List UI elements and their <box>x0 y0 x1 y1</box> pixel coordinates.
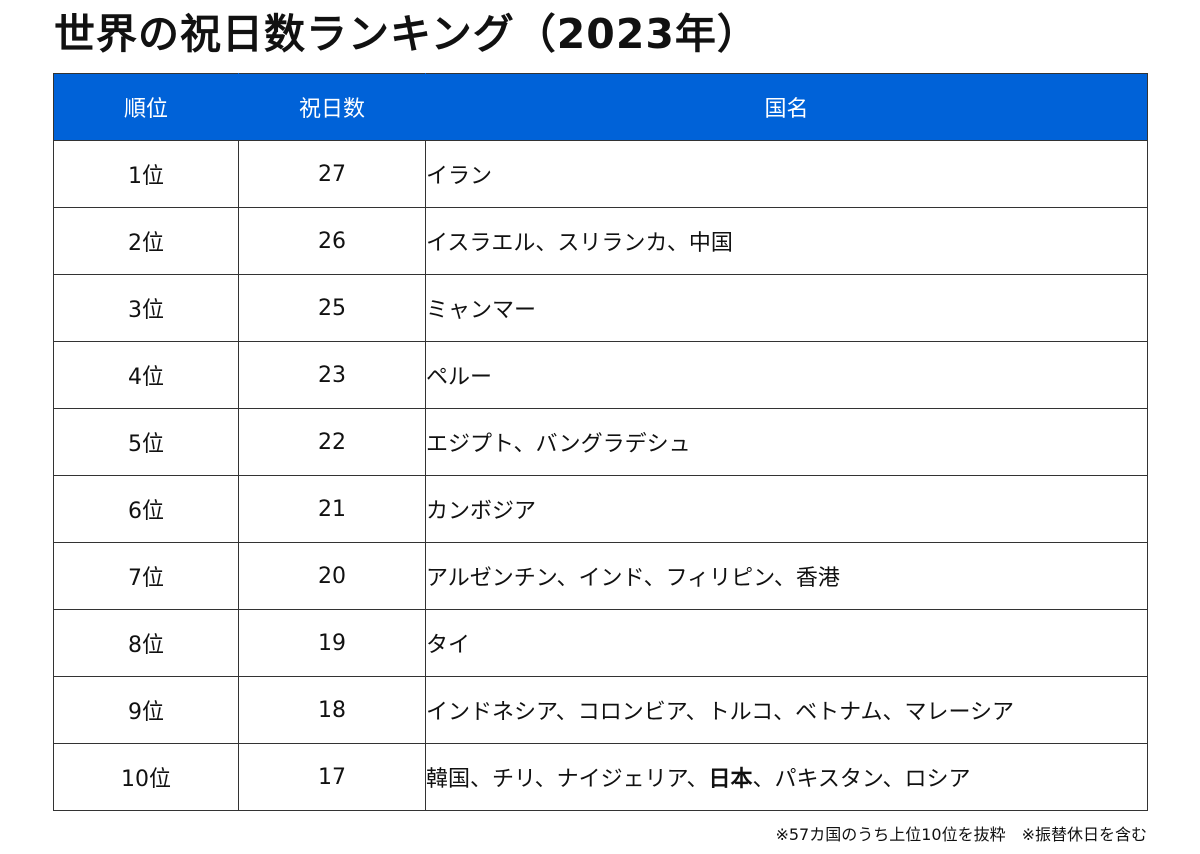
country-text: 、パキスタン、ロシア <box>752 767 971 792</box>
table-row: 5位 22 エジプト、バングラデシュ <box>53 408 1148 476</box>
rank-cell: 4位 <box>53 341 239 409</box>
header-rank: 順位 <box>53 73 239 141</box>
country-highlight-japan: 日本 <box>708 767 753 792</box>
rank-cell: 1位 <box>53 140 239 208</box>
rank-cell: 6位 <box>53 475 239 543</box>
country-cell: イラン <box>425 140 1148 208</box>
days-cell: 18 <box>238 676 426 744</box>
rank-cell: 2位 <box>53 207 239 275</box>
table-row: 4位 23 ペルー <box>53 341 1148 409</box>
rank-cell: 7位 <box>53 542 239 610</box>
table-row: 10位 17 韓国、チリ、ナイジェリア、日本、パキスタン、ロシア <box>53 743 1148 811</box>
table-body: 1位 27 イラン 2位 26 イスラエル、スリランカ、中国 3位 25 ミャン… <box>53 140 1148 811</box>
days-cell: 17 <box>238 743 426 811</box>
table-row: 2位 26 イスラエル、スリランカ、中国 <box>53 207 1148 275</box>
country-cell: タイ <box>425 609 1148 677</box>
table-row: 7位 20 アルゼンチン、インド、フィリピン、香港 <box>53 542 1148 610</box>
table-row: 8位 19 タイ <box>53 609 1148 677</box>
country-cell: エジプト、バングラデシュ <box>425 408 1148 476</box>
table-header: 順位 祝日数 国名 <box>53 73 1148 141</box>
country-cell: インドネシア、コロンビア、トルコ、ベトナム、マレーシア <box>425 676 1148 744</box>
rank-cell: 9位 <box>53 676 239 744</box>
table-row: 9位 18 インドネシア、コロンビア、トルコ、ベトナム、マレーシア <box>53 676 1148 744</box>
table-row: 6位 21 カンボジア <box>53 475 1148 543</box>
country-cell: カンボジア <box>425 475 1148 543</box>
holiday-ranking-table: 順位 祝日数 国名 1位 27 イラン 2位 26 イスラエル、スリランカ、中国… <box>53 73 1148 811</box>
days-cell: 22 <box>238 408 426 476</box>
days-cell: 26 <box>238 207 426 275</box>
footnote: ※57カ国のうち上位10位を抜粋 ※振替休日を含む <box>775 825 1147 844</box>
rank-cell: 10位 <box>53 743 239 811</box>
days-cell: 20 <box>238 542 426 610</box>
country-cell: アルゼンチン、インド、フィリピン、香港 <box>425 542 1148 610</box>
header-country: 国名 <box>425 73 1148 141</box>
rank-cell: 5位 <box>53 408 239 476</box>
table-row: 3位 25 ミャンマー <box>53 274 1148 342</box>
header-row: 順位 祝日数 国名 <box>53 73 1148 141</box>
country-cell: ミャンマー <box>425 274 1148 342</box>
days-cell: 19 <box>238 609 426 677</box>
days-cell: 21 <box>238 475 426 543</box>
days-cell: 25 <box>238 274 426 342</box>
header-days: 祝日数 <box>238 73 426 141</box>
page-title: 世界の祝日数ランキング（2023年） <box>54 10 759 58</box>
rank-cell: 8位 <box>53 609 239 677</box>
days-cell: 23 <box>238 341 426 409</box>
country-text: 韓国、チリ、ナイジェリア、 <box>426 767 709 792</box>
country-cell: 韓国、チリ、ナイジェリア、日本、パキスタン、ロシア <box>425 743 1148 811</box>
rank-cell: 3位 <box>53 274 239 342</box>
table-row: 1位 27 イラン <box>53 140 1148 208</box>
days-cell: 27 <box>238 140 426 208</box>
country-cell: イスラエル、スリランカ、中国 <box>425 207 1148 275</box>
country-cell: ペルー <box>425 341 1148 409</box>
